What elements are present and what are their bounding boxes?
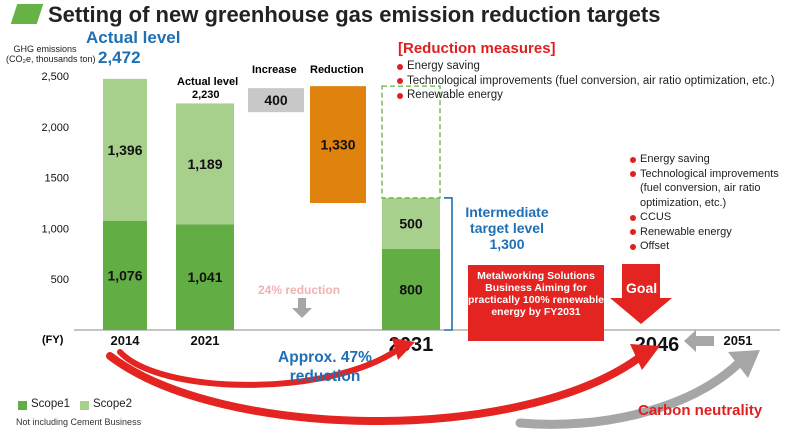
reduction-24-label: 24% reduction [258, 283, 341, 297]
value-label-scope1-2021: 1,041 [187, 269, 222, 285]
increase-label: Increase [252, 64, 297, 76]
actual-level-2021-value: 2,230 [192, 89, 220, 101]
not-including-note: Not including Cement Business [16, 417, 142, 427]
bar-scope1-2021 [176, 224, 234, 330]
y-axis-unit-line1: GHG emissions [13, 44, 77, 54]
bar-scope1-2014 [103, 220, 147, 330]
goal-label: Goal [626, 280, 658, 296]
approx-47-line1: Approx. 47% [278, 349, 372, 366]
fy-label: (FY) [42, 334, 64, 346]
legend-scope2-label: Scope2 [93, 398, 133, 410]
waterfall-reduction-bar [310, 86, 366, 203]
legend-scope2-swatch [80, 401, 89, 410]
x-category-2051: 2051 [724, 333, 753, 348]
y-tick-label: 500 [51, 274, 69, 286]
carbon-neutrality-label: Carbon neutrality [638, 402, 763, 419]
chart-title: Setting of new greenhouse gas emission r… [48, 2, 661, 27]
carbon-neutral-measures-list: Energy saving Technological improvements… [629, 152, 799, 254]
arrow-2014-to-2031 [117, 345, 403, 388]
legend-scope1-swatch [18, 401, 27, 410]
y-tick-label: 1,000 [41, 223, 69, 235]
x-category-2014: 2014 [111, 333, 141, 348]
intermediate-target-label: Intermediate target level 1,300 [452, 204, 562, 252]
cn-measure-offset: Offset [629, 239, 799, 254]
approx-47-label: Approx. 47% reduction [270, 348, 380, 386]
arrow-2014-to-2046 [106, 352, 644, 425]
measure-renewable-energy: Renewable energy [396, 88, 796, 103]
waterfall-increase-value: 400 [264, 92, 288, 108]
y-tick-label: 1500 [45, 173, 69, 185]
goal-down-arrow-icon [610, 264, 672, 324]
arrow-2014-to-2046-head-icon [630, 344, 660, 370]
arrow-2014-to-2031-head-icon [392, 338, 415, 360]
target-gap-dashed-box [381, 85, 441, 199]
intermediate-line1: Intermediate [465, 204, 549, 220]
value-label-scope1-2031: 800 [399, 281, 423, 297]
bar-scope2-2014 [103, 78, 147, 221]
approx-47-line2: reduction [289, 368, 361, 385]
reduction-label: Reduction [310, 64, 364, 76]
actual-level-2014-label: Actual level [86, 28, 181, 47]
down-arrow-24-icon [292, 298, 312, 318]
bar-scope2-2021 [176, 103, 234, 225]
bar-scope2-2031 [382, 197, 440, 249]
waterfall-reduction-value: 1,330 [320, 137, 355, 153]
measure-tech-improvements: Technological improvements (fuel convers… [396, 74, 796, 89]
reduction-measures-title: [Reduction measures] [398, 40, 556, 57]
cn-measure-renewable-energy: Renewable energy [629, 225, 799, 240]
metalworking-note: Metalworking Solutions Business Aiming f… [468, 265, 604, 341]
value-label-scope2-2021: 1,189 [187, 156, 222, 172]
value-label-scope1-2014: 1,076 [107, 267, 142, 283]
bar-scope1-2031 [382, 248, 440, 330]
intermediate-bracket [444, 197, 453, 331]
actual-level-2021-label: Actual level [177, 76, 239, 88]
value-label-scope2-2031: 500 [399, 215, 423, 231]
y-tick-label: 2,000 [41, 122, 69, 134]
x-category-2021: 2021 [191, 333, 220, 348]
cn-measure-ccus: CCUS [629, 210, 799, 225]
left-arrow-2051-icon [684, 330, 714, 352]
cn-measure-tech-improvements: Technological improvements (fuel convers… [629, 167, 790, 211]
y-tick-label: 2,500 [41, 71, 69, 83]
measure-energy-saving: Energy saving [396, 59, 796, 74]
value-label-scope2-2014: 1,396 [107, 142, 142, 158]
intermediate-line2: target level [470, 220, 544, 236]
waterfall-increase-bar [248, 88, 304, 113]
y-axis-unit-line2: (CO₂e, thousands ton) [6, 54, 96, 64]
cn-measure-energy-saving: Energy saving [629, 152, 799, 167]
actual-level-2014-value: 2,472 [98, 48, 141, 67]
arrow-2051-gray-head-icon [728, 350, 760, 378]
legend-scope1-label: Scope1 [31, 398, 71, 410]
intermediate-value: 1,300 [489, 236, 525, 252]
arrow-2051-gray [515, 357, 745, 429]
reduction-measures-list: Energy saving Technological improvements… [396, 59, 796, 103]
